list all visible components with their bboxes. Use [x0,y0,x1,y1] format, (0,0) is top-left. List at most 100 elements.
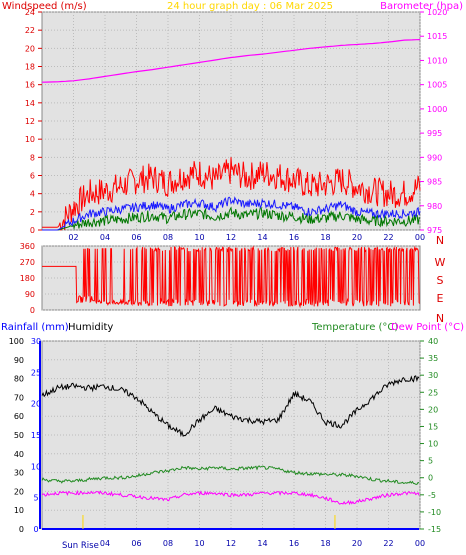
wind-x-tick-label: 04 [100,233,110,242]
wind-tick-label: 24 [25,8,35,17]
direction-tick-label: 270 [20,258,35,267]
rain-tick-label: 0 [33,525,38,534]
temperature-tick-label: 25 [428,388,438,397]
series-wind-direction [42,245,421,309]
humidity-tick-label: 20 [14,487,24,496]
lower-x-tick-label: 08 [163,539,173,548]
rain-tick-label: 25 [31,368,41,377]
wind-tick-label: 10 [25,135,35,144]
lower-x-tick-label: 12 [226,539,236,548]
wind-tick-label: 20 [25,44,35,53]
barometer-tick-label: 1000 [427,105,447,114]
barometer-tick-label: 1020 [427,8,447,17]
wind-x-tick-label: 10 [194,233,204,242]
wind-tick-label: 2 [30,208,35,217]
temperature-tick-label: 10 [428,440,438,449]
humidity-tick-label: 90 [14,356,24,365]
sunrise-label: Sun Rise [62,541,99,551]
lower-x-tick-label: 00 [415,539,425,548]
humidity-tick-label: 100 [9,337,24,346]
temperature-tick-label: -5 [428,491,436,500]
direction-label-s: S [437,274,444,287]
wind-tick-label: 14 [25,99,35,108]
rain-tick-label: 20 [31,400,41,409]
temperature-tick-label: 5 [428,457,433,466]
humidity-tick-label: 80 [14,375,24,384]
wind-x-tick-label: 20 [352,233,362,242]
temperature-tick-label: 15 [428,422,438,431]
wind-x-tick-label: 16 [289,233,299,242]
barometer-tick-label: 1005 [427,81,447,90]
humidity-tick-label: 50 [14,431,24,440]
wind-tick-label: 4 [30,190,35,199]
series-dew-point [41,489,420,506]
series-speed [42,206,421,231]
wind-tick-label: 18 [25,63,35,72]
lower-x-tick-label: 06 [131,539,141,548]
wind-x-tick-label: 08 [163,233,173,242]
rainfall-axis-title: Rainfall (mm) [1,322,69,333]
wind-x-tick-label: 02 [68,233,78,242]
barometer-tick-label: 995 [427,129,442,138]
wind-tick-label: 8 [30,153,35,162]
wind-tick-label: 12 [25,117,35,126]
wind-tick-label: 22 [25,26,35,35]
temperature-tick-label: 0 [428,474,433,483]
temperature-tick-label: -10 [428,508,441,517]
humidity-tick-label: 40 [14,450,24,459]
humidity-tick-label: 60 [14,412,24,421]
lower-x-tick-label: 22 [383,539,393,548]
temperature-tick-label: 20 [428,405,438,414]
temperature-axis-title: Temperature (°C) [311,322,398,333]
chart-title: 24 hour graph day : 06 Mar 2025 [167,1,333,12]
rain-tick-label: 5 [33,494,38,503]
direction-tick-label: 0 [30,306,35,315]
barometer-tick-label: 980 [427,202,442,211]
wind-x-tick-label: 12 [226,233,236,242]
lower-x-tick-label: 18 [320,539,330,548]
direction-label-n: N [436,234,444,247]
lower-x-tick-label: 16 [289,539,299,548]
lower-x-tick-label: 04 [100,539,110,548]
rain-tick-label: 30 [31,337,41,346]
series-barometer [41,39,421,83]
temperature-tick-label: 40 [428,337,438,346]
series-humidity [41,375,420,438]
rain-tick-label: 10 [31,462,41,471]
lower-x-tick-label: 20 [352,539,362,548]
barometer-tick-label: 1015 [427,32,447,41]
humidity-tick-label: 0 [19,525,24,534]
direction-label-n: N [436,312,444,325]
direction-tick-label: 90 [25,290,35,299]
direction-label-e: E [437,292,444,305]
temperature-tick-label: 30 [428,371,438,380]
barometer-tick-label: 975 [427,226,442,235]
wind-tick-label: 0 [30,226,35,235]
humidity-axis-title: Humidity [68,322,113,333]
temperature-tick-label: 35 [428,354,438,363]
wind-tick-label: 6 [30,172,35,181]
direction-tick-label: 360 [20,242,35,251]
wind-tick-label: 16 [25,81,35,90]
barometer-tick-label: 985 [427,178,442,187]
series-average [42,196,421,231]
wind-x-tick-label: 18 [320,233,330,242]
wind-x-tick-label: 14 [257,233,267,242]
humidity-tick-label: 30 [14,469,24,478]
wind-x-tick-label: 22 [383,233,393,242]
lower-x-tick-label: 14 [257,539,267,548]
temperature-tick-label: -15 [428,525,441,534]
humidity-tick-label: 10 [14,506,24,515]
lower-x-tick-label: 10 [194,539,204,548]
wind-x-tick-label: 00 [415,233,425,242]
humidity-tick-label: 70 [14,393,24,402]
barometer-axis-title: Barometer (hpa) [380,1,463,12]
series-gust [42,157,421,231]
direction-tick-label: 180 [20,274,35,283]
barometer-tick-label: 990 [427,153,442,162]
dewpoint-axis-title: Dew Point (°C) [391,322,464,333]
rain-tick-label: 15 [31,431,41,440]
windspeed-axis-title: Windspeed (m/s) [2,1,87,12]
